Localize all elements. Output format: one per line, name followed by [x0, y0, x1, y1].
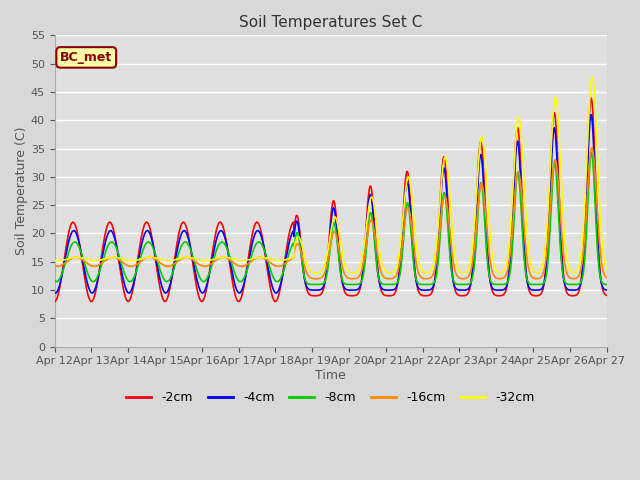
-4cm: [538, 286, 545, 292]
-4cm: [236, 290, 243, 296]
Line: -4cm: -4cm: [54, 115, 607, 293]
-16cm: [417, 274, 424, 279]
Line: -8cm: -8cm: [54, 153, 607, 285]
-4cm: [603, 287, 611, 293]
-32cm: [489, 254, 497, 260]
-4cm: [489, 286, 497, 291]
-32cm: [160, 257, 168, 263]
-8cm: [489, 281, 497, 287]
-16cm: [160, 263, 168, 268]
-8cm: [588, 150, 595, 156]
-4cm: [52, 290, 60, 296]
-4cm: [588, 112, 595, 118]
-32cm: [417, 264, 424, 270]
-32cm: [51, 257, 58, 263]
-4cm: [161, 289, 168, 295]
-4cm: [174, 245, 182, 251]
-8cm: [312, 282, 319, 288]
-2cm: [173, 239, 181, 244]
-2cm: [236, 299, 243, 304]
-8cm: [538, 281, 545, 287]
-8cm: [51, 278, 58, 284]
Line: -16cm: -16cm: [54, 148, 607, 279]
-2cm: [537, 291, 545, 297]
-32cm: [173, 256, 181, 262]
-8cm: [417, 281, 424, 287]
Text: BC_met: BC_met: [60, 51, 113, 64]
-32cm: [538, 266, 545, 272]
-16cm: [312, 276, 319, 282]
-8cm: [173, 254, 181, 260]
-16cm: [603, 275, 611, 280]
Y-axis label: Soil Temperature (C): Soil Temperature (C): [15, 127, 28, 255]
-16cm: [588, 145, 596, 151]
-4cm: [51, 290, 58, 296]
-2cm: [416, 291, 424, 297]
-2cm: [51, 299, 58, 304]
-8cm: [603, 282, 611, 288]
-32cm: [603, 266, 611, 272]
-8cm: [236, 278, 243, 284]
-16cm: [173, 259, 181, 264]
-16cm: [538, 274, 545, 280]
Line: -2cm: -2cm: [54, 98, 607, 301]
X-axis label: Time: Time: [315, 369, 346, 382]
Legend: -2cm, -4cm, -8cm, -16cm, -32cm: -2cm, -4cm, -8cm, -16cm, -32cm: [122, 386, 540, 409]
-16cm: [236, 263, 243, 269]
-2cm: [588, 95, 595, 101]
-4cm: [417, 287, 424, 292]
-8cm: [160, 276, 168, 282]
Line: -32cm: -32cm: [54, 77, 607, 273]
-16cm: [51, 263, 58, 269]
-32cm: [312, 270, 320, 276]
-16cm: [489, 269, 497, 275]
-32cm: [236, 258, 243, 264]
-32cm: [588, 74, 596, 80]
Title: Soil Temperatures Set C: Soil Temperatures Set C: [239, 15, 422, 30]
-2cm: [160, 298, 168, 304]
-2cm: [488, 288, 496, 293]
-2cm: [603, 292, 611, 298]
